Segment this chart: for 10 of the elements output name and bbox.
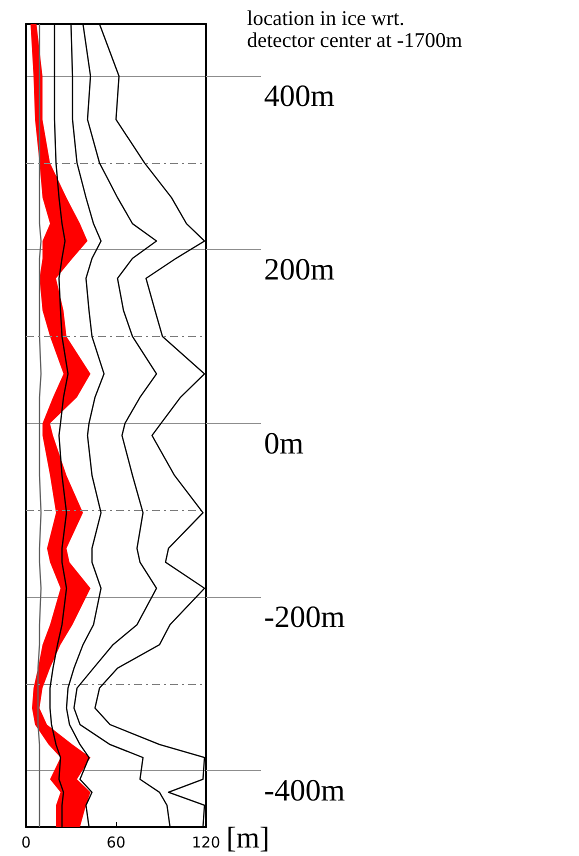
y-tick-label: 200m (264, 252, 335, 287)
y-tick-label: -400m (264, 772, 345, 808)
y-tick-label: 0m (264, 425, 304, 460)
y-tick-label: 400m (264, 78, 335, 114)
x-tick-label: 0 (21, 834, 31, 852)
y-tick-label: -200m (264, 598, 345, 634)
x-tick-label: 60 (106, 834, 126, 852)
x-tick-label: 120 (192, 834, 220, 852)
x-axis-title: [m] (226, 822, 270, 854)
text: location in ice wrt. detector center at -1700m (247, 6, 462, 52)
